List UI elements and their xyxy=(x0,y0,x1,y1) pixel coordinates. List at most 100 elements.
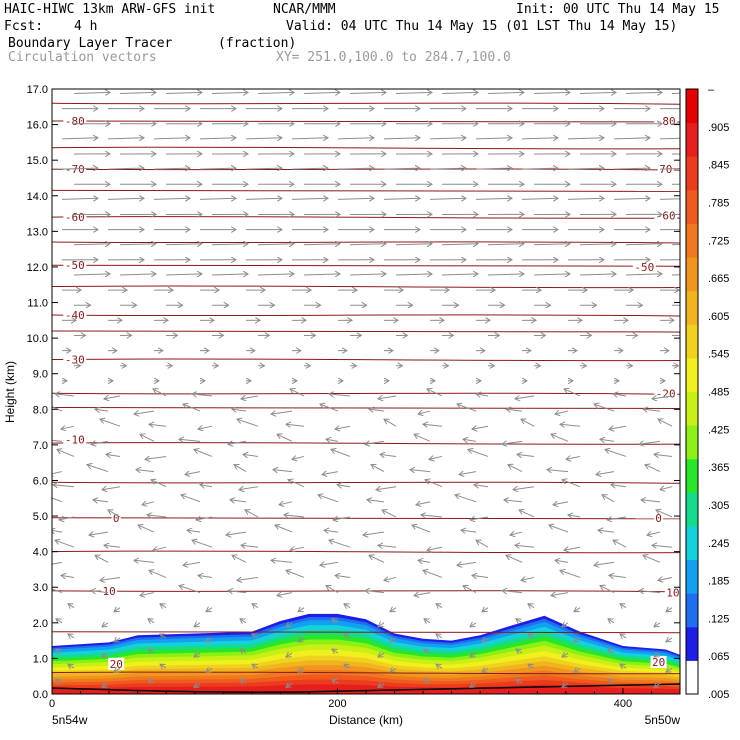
wind-vector xyxy=(320,562,339,565)
wind-vector xyxy=(470,683,477,687)
wind-vector xyxy=(52,588,63,594)
wind-vector xyxy=(194,449,213,457)
wind-vector xyxy=(329,540,351,548)
colorbar-label: .905 xyxy=(708,122,729,134)
colorbar-swatch xyxy=(686,156,698,191)
wind-vector xyxy=(95,555,109,563)
wind-vector xyxy=(119,92,156,93)
wind-vector xyxy=(652,545,673,547)
wind-vector xyxy=(602,495,615,503)
wind-vector xyxy=(436,664,443,668)
wind-vector xyxy=(516,679,523,683)
wind-vector xyxy=(239,487,259,490)
wind-vector xyxy=(322,472,339,475)
contour-line xyxy=(52,241,680,244)
colorbar-swatch xyxy=(686,660,698,695)
wind-vector xyxy=(181,495,201,503)
wind-vector xyxy=(245,168,282,169)
wind-vector xyxy=(344,664,351,668)
colorbar-swatch xyxy=(686,324,698,359)
wind-vector xyxy=(608,619,615,623)
contour-label: 10 xyxy=(102,585,115,598)
wind-vector xyxy=(337,198,374,199)
wind-vector xyxy=(61,138,98,139)
wind-vector xyxy=(284,515,305,517)
wind-vector xyxy=(423,424,443,426)
wind-vector xyxy=(119,244,156,245)
contour-line xyxy=(52,481,680,484)
wind-vector xyxy=(560,424,581,426)
wind-vector xyxy=(457,404,477,412)
y-tick-label: 8.0 xyxy=(33,404,48,416)
wind-vector xyxy=(390,638,397,642)
wind-vector xyxy=(378,623,385,627)
contour-label-bg xyxy=(664,586,680,599)
wind-vector xyxy=(53,485,75,487)
wind-vector xyxy=(455,495,477,503)
wind-vector xyxy=(332,649,339,653)
wind-vector xyxy=(257,274,294,275)
wind-vector xyxy=(199,198,236,199)
colorbar-label: .785 xyxy=(708,197,729,209)
field-units: (fraction) xyxy=(218,36,297,51)
wind-vector xyxy=(510,532,523,535)
wind-vector xyxy=(56,619,63,623)
wind-vector xyxy=(52,439,63,442)
y-tick-label: 10.0 xyxy=(27,333,48,345)
colorbar-swatch xyxy=(686,559,698,594)
wind-vector xyxy=(482,608,489,612)
colorbar-swatch xyxy=(686,122,698,157)
wind-vector xyxy=(395,92,432,93)
wind-vector xyxy=(56,679,63,683)
wind-vector xyxy=(241,545,259,547)
wind-vector xyxy=(332,679,339,683)
init-time: Init: 00 UTC Thu 14 May 15 xyxy=(516,2,720,17)
wind-vector xyxy=(245,198,282,199)
wind-vector xyxy=(613,540,627,548)
wind-vector xyxy=(56,649,63,653)
wind-vector xyxy=(344,604,351,608)
wind-vector xyxy=(102,487,121,490)
wind-vector xyxy=(516,619,523,623)
wind-vector xyxy=(574,608,581,612)
wind-vector xyxy=(436,604,443,608)
wind-vector xyxy=(179,586,201,594)
wind-vector xyxy=(414,593,431,596)
wind-vector xyxy=(324,530,339,532)
colorbar-swatch xyxy=(686,257,698,292)
wind-vector xyxy=(553,502,569,505)
wind-vector xyxy=(140,434,155,442)
wind-vector xyxy=(470,517,489,520)
wind-vector xyxy=(645,465,661,473)
wind-vector xyxy=(52,561,63,565)
terrain-line xyxy=(52,683,680,693)
colorbar-swatch xyxy=(686,492,698,527)
wind-vector xyxy=(639,591,661,593)
wind-vector xyxy=(153,547,167,550)
wind-vector xyxy=(412,525,431,533)
wind-vector xyxy=(211,92,248,93)
contour-label: -40 xyxy=(65,309,85,322)
wind-vector xyxy=(369,409,385,411)
colorbar-label: .485 xyxy=(708,387,729,399)
wind-vector xyxy=(376,487,397,490)
colorbar-label: .725 xyxy=(708,235,729,247)
wind-vector xyxy=(252,664,259,668)
wind-vector xyxy=(52,406,63,412)
contour-line xyxy=(52,590,680,593)
wind-vector xyxy=(252,604,259,608)
wind-vector xyxy=(600,439,615,441)
wind-vector xyxy=(241,396,259,399)
colorbar-swatch xyxy=(686,391,698,426)
wind-vector xyxy=(519,510,535,518)
wind-vector xyxy=(198,575,213,577)
y-tick-label: 0.0 xyxy=(33,689,48,701)
wind-vector xyxy=(52,530,63,532)
contour-line xyxy=(52,146,680,150)
field-name: Boundary Layer Tracer xyxy=(8,36,173,51)
wind-vector xyxy=(421,515,443,517)
wind-vector xyxy=(114,668,121,672)
wind-vector xyxy=(429,198,466,199)
wind-vector xyxy=(290,547,305,550)
wind-vector xyxy=(134,560,155,562)
